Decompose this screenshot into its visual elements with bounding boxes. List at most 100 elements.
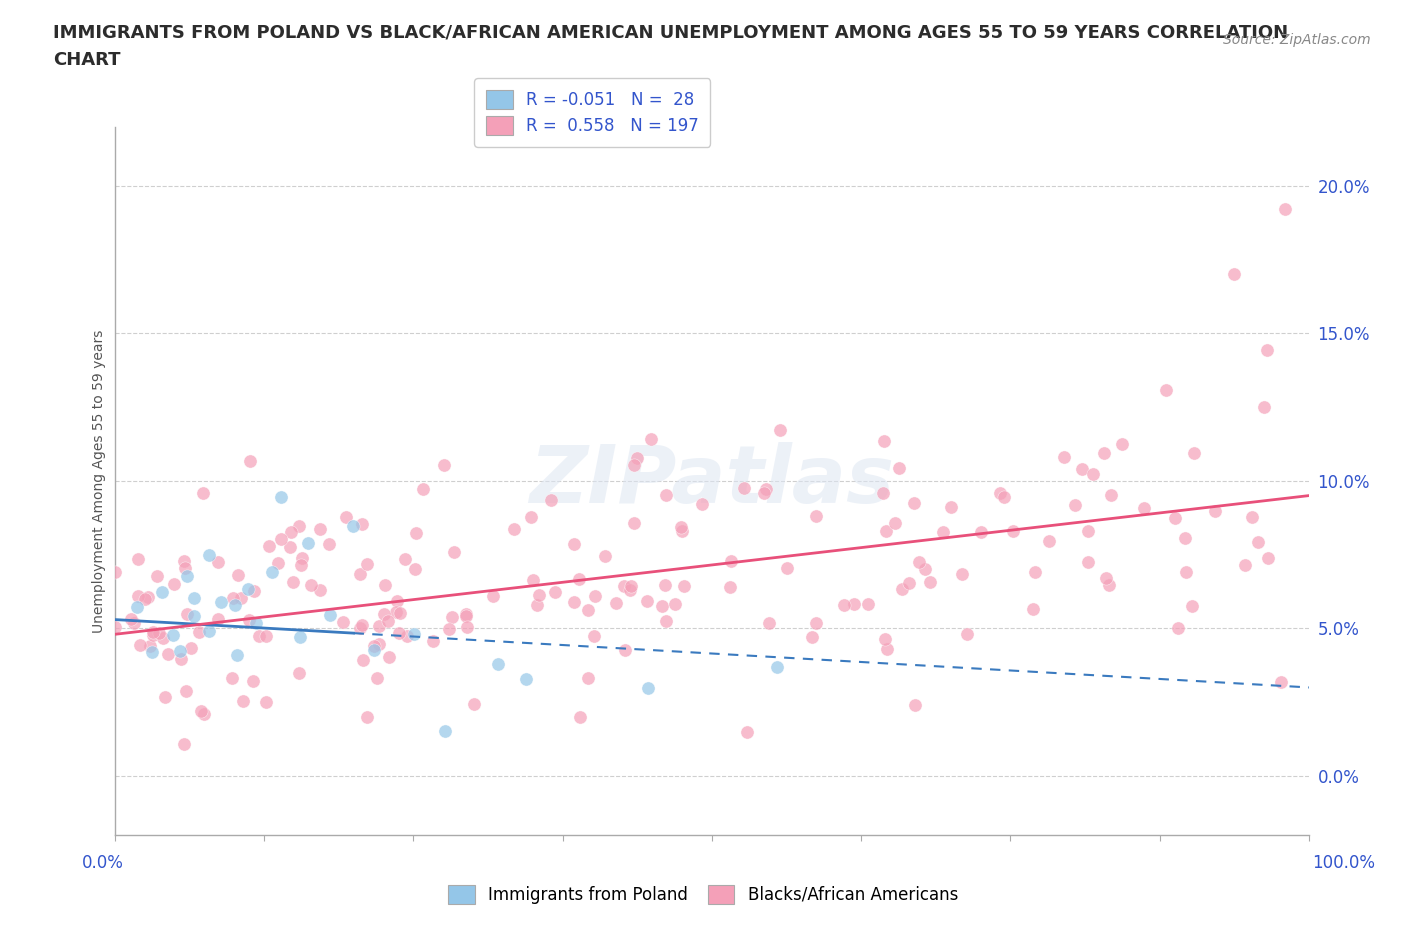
Text: 100.0%: 100.0%	[1312, 854, 1375, 871]
Point	[1156, 383, 1178, 398]
Point	[988, 485, 1011, 500]
Point	[247, 629, 270, 644]
Point	[180, 641, 202, 656]
Point	[262, 565, 284, 579]
Point	[207, 555, 229, 570]
Point	[1092, 445, 1115, 460]
Point	[150, 585, 173, 600]
Point	[655, 487, 678, 502]
Point	[456, 609, 478, 624]
Point	[254, 694, 277, 709]
Point	[136, 590, 159, 604]
Point	[173, 553, 195, 568]
Point	[437, 622, 460, 637]
Point	[291, 551, 314, 565]
Point	[526, 598, 548, 613]
Point	[367, 636, 389, 651]
Point	[1077, 524, 1099, 538]
Point	[389, 605, 412, 620]
Point	[1174, 531, 1197, 546]
Point	[583, 589, 606, 604]
Point	[288, 630, 311, 644]
Point	[332, 614, 354, 629]
Point	[664, 596, 686, 611]
Point	[654, 578, 676, 592]
Point	[651, 599, 673, 614]
Point	[169, 652, 191, 667]
Point	[463, 697, 485, 711]
Point	[502, 521, 524, 536]
Point	[623, 516, 645, 531]
Point	[308, 582, 330, 597]
Point	[755, 482, 778, 497]
Point	[290, 558, 312, 573]
Point	[1182, 445, 1205, 460]
Point	[875, 524, 897, 538]
Point	[1164, 511, 1187, 525]
Point	[1247, 535, 1270, 550]
Point	[142, 628, 165, 643]
Point	[486, 657, 509, 671]
Point	[605, 595, 627, 610]
Point	[1233, 558, 1256, 573]
Point	[412, 482, 434, 497]
Point	[834, 597, 856, 612]
Point	[887, 460, 910, 475]
Point	[671, 524, 693, 538]
Point	[319, 607, 342, 622]
Point	[349, 566, 371, 581]
Point	[481, 589, 503, 604]
Point	[169, 644, 191, 658]
Text: IMMIGRANTS FROM POLAND VS BLACK/AFRICAN AMERICAN UNEMPLOYMENT AMONG AGES 55 TO 5: IMMIGRANTS FROM POLAND VS BLACK/AFRICAN …	[53, 23, 1288, 41]
Point	[236, 581, 259, 596]
Point	[377, 613, 399, 628]
Point	[776, 561, 799, 576]
Point	[620, 578, 643, 593]
Point	[993, 489, 1015, 504]
Point	[1022, 602, 1045, 617]
Point	[1038, 533, 1060, 548]
Point	[120, 612, 142, 627]
Legend: R = -0.051   N =  28, R =  0.558   N = 197: R = -0.051 N = 28, R = 0.558 N = 197	[474, 78, 710, 147]
Point	[402, 627, 425, 642]
Point	[856, 597, 879, 612]
Point	[245, 616, 267, 631]
Point	[288, 518, 311, 533]
Point	[804, 615, 827, 630]
Point	[1053, 449, 1076, 464]
Point	[1274, 202, 1296, 217]
Point	[637, 681, 659, 696]
Point	[374, 578, 396, 593]
Point	[207, 612, 229, 627]
Point	[956, 626, 979, 641]
Point	[1204, 503, 1226, 518]
Point	[613, 578, 636, 593]
Point	[562, 537, 585, 551]
Point	[176, 606, 198, 621]
Point	[367, 618, 389, 633]
Point	[1024, 565, 1046, 579]
Point	[142, 624, 165, 639]
Point	[576, 671, 599, 685]
Point	[378, 650, 401, 665]
Point	[623, 458, 645, 472]
Point	[352, 618, 374, 632]
Point	[270, 531, 292, 546]
Point	[280, 525, 302, 539]
Point	[141, 644, 163, 659]
Point	[872, 485, 894, 500]
Point	[540, 492, 562, 507]
Point	[626, 450, 648, 465]
Point	[1063, 498, 1085, 512]
Point	[146, 568, 169, 583]
Point	[568, 710, 591, 724]
Point	[950, 566, 973, 581]
Point	[134, 591, 156, 606]
Text: CHART: CHART	[53, 51, 121, 69]
Point	[139, 638, 162, 653]
Point	[156, 646, 179, 661]
Point	[104, 565, 127, 579]
Point	[522, 573, 544, 588]
Point	[908, 555, 931, 570]
Point	[183, 591, 205, 605]
